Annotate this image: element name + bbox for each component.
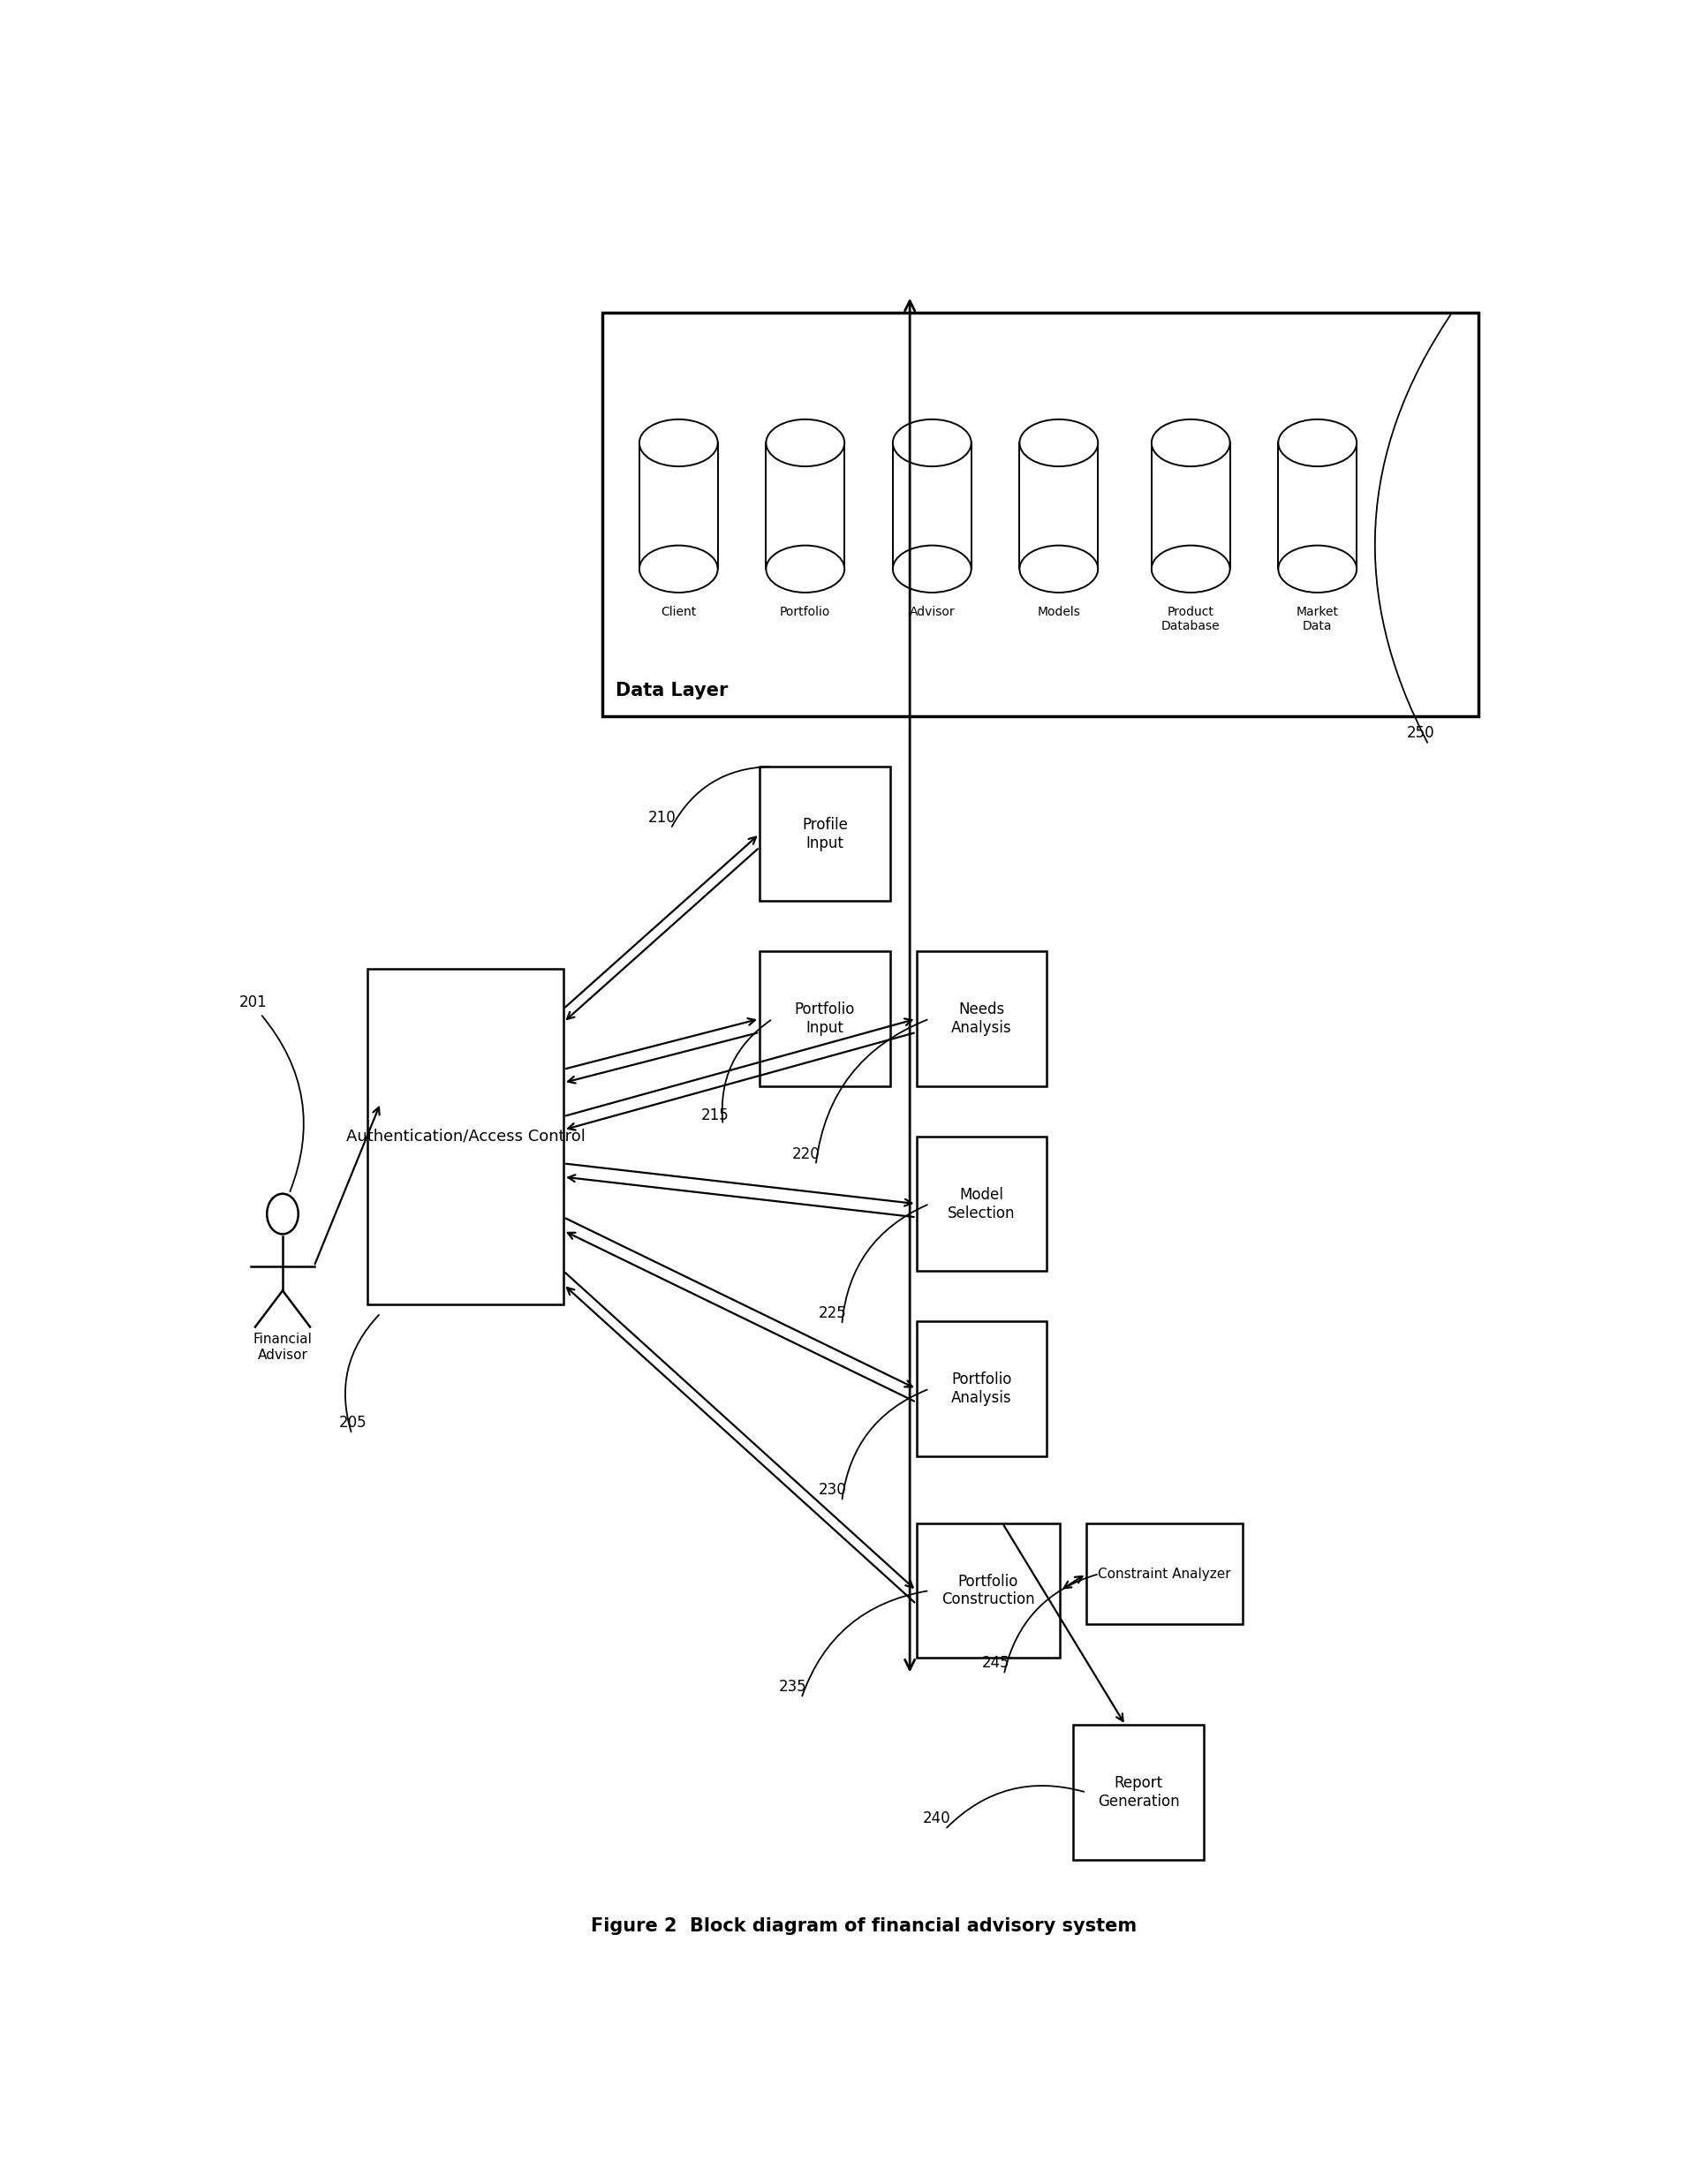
FancyBboxPatch shape [917, 1321, 1047, 1457]
Text: Market
Data: Market Data [1297, 605, 1339, 633]
Polygon shape [894, 443, 971, 570]
Text: Model
Selection: Model Selection [948, 1186, 1015, 1221]
FancyBboxPatch shape [759, 767, 890, 902]
Text: 250: 250 [1406, 725, 1435, 740]
Text: Figure 2  Block diagram of financial advisory system: Figure 2 Block diagram of financial advi… [592, 1918, 1136, 1935]
Text: 235: 235 [779, 1679, 808, 1695]
FancyBboxPatch shape [759, 952, 890, 1085]
Ellipse shape [1020, 419, 1098, 467]
Text: Client: Client [661, 605, 696, 618]
Text: 230: 230 [818, 1483, 846, 1498]
Ellipse shape [1278, 419, 1357, 467]
FancyBboxPatch shape [1086, 1524, 1243, 1625]
FancyBboxPatch shape [604, 312, 1479, 716]
Text: 220: 220 [792, 1147, 821, 1162]
Ellipse shape [765, 419, 845, 467]
FancyBboxPatch shape [368, 968, 563, 1304]
FancyBboxPatch shape [917, 1136, 1047, 1271]
Ellipse shape [894, 546, 971, 592]
Polygon shape [1152, 443, 1231, 570]
Polygon shape [639, 443, 718, 570]
Polygon shape [765, 443, 845, 570]
Text: 205: 205 [339, 1415, 368, 1431]
Text: Report
Generation: Report Generation [1098, 1776, 1180, 1811]
Text: Data Layer: Data Layer [615, 681, 728, 699]
Text: 240: 240 [922, 1811, 951, 1826]
Circle shape [266, 1195, 298, 1234]
Text: Financial
Advisor: Financial Advisor [253, 1332, 312, 1361]
Ellipse shape [1152, 546, 1231, 592]
FancyBboxPatch shape [917, 952, 1047, 1085]
Text: Models: Models [1037, 605, 1081, 618]
Text: Needs
Analysis: Needs Analysis [951, 1002, 1012, 1035]
Text: 245: 245 [981, 1655, 1010, 1671]
Text: Advisor: Advisor [909, 605, 954, 618]
Ellipse shape [894, 419, 971, 467]
Text: Profile
Input: Profile Input [803, 817, 848, 852]
Ellipse shape [1278, 546, 1357, 592]
Text: Product
Database: Product Database [1162, 605, 1221, 633]
Text: Portfolio
Analysis: Portfolio Analysis [951, 1372, 1012, 1406]
Text: 201: 201 [239, 994, 268, 1011]
Text: Constraint Analyzer: Constraint Analyzer [1098, 1568, 1231, 1581]
Ellipse shape [639, 419, 718, 467]
Text: Portfolio
Construction: Portfolio Construction [941, 1572, 1035, 1607]
Ellipse shape [1152, 419, 1231, 467]
Text: Portfolio
Input: Portfolio Input [794, 1002, 855, 1035]
FancyBboxPatch shape [917, 1524, 1060, 1658]
Ellipse shape [639, 546, 718, 592]
Polygon shape [1278, 443, 1357, 570]
Ellipse shape [1020, 546, 1098, 592]
Polygon shape [1020, 443, 1098, 570]
FancyBboxPatch shape [1074, 1725, 1204, 1861]
Text: 210: 210 [649, 810, 676, 826]
Text: Authentication/Access Control: Authentication/Access Control [346, 1129, 585, 1144]
Text: 215: 215 [701, 1107, 728, 1123]
Text: Portfolio: Portfolio [781, 605, 831, 618]
Ellipse shape [765, 546, 845, 592]
Text: 225: 225 [818, 1306, 846, 1321]
